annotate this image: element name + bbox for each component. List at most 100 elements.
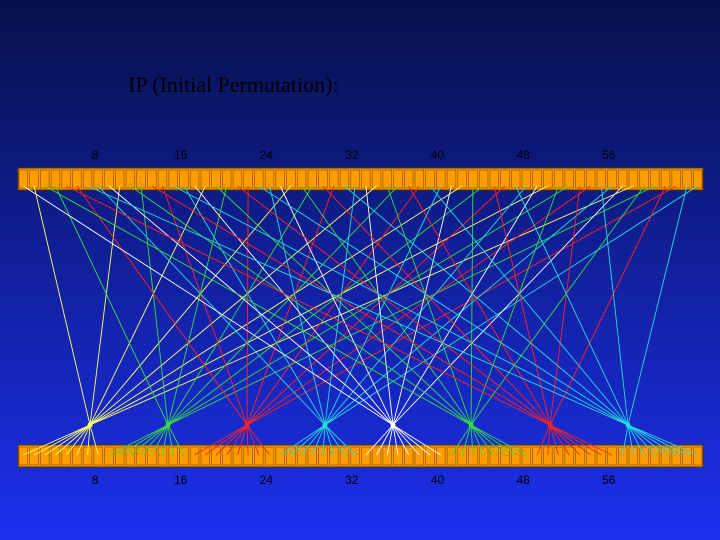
bit-cell <box>104 169 114 189</box>
wire <box>470 185 474 426</box>
wire <box>167 424 174 456</box>
bit-cell <box>446 446 457 466</box>
bit-cell <box>329 169 339 189</box>
wire <box>76 424 91 456</box>
wire <box>237 185 551 426</box>
bit-cell <box>425 446 435 466</box>
bit-cell <box>468 446 478 466</box>
wire <box>119 424 169 456</box>
wire <box>215 424 248 456</box>
bit-cell <box>61 446 71 466</box>
bit-cell <box>521 169 532 189</box>
bit-cell <box>318 446 328 466</box>
wire <box>627 185 688 426</box>
wire <box>392 424 399 456</box>
bit-cell <box>671 446 681 466</box>
wire <box>622 424 629 456</box>
wire <box>246 424 260 456</box>
bit-cell <box>286 169 296 189</box>
wire <box>246 185 420 426</box>
bit-cell <box>136 169 146 189</box>
wire <box>246 185 335 426</box>
top-bit-label: 8 <box>92 148 99 162</box>
bit-cell <box>275 446 285 466</box>
wire <box>627 424 666 456</box>
wire <box>258 185 629 426</box>
bit-cell <box>29 446 39 466</box>
wire <box>89 185 634 426</box>
bit-cell <box>93 446 103 466</box>
bit-cell <box>18 169 29 189</box>
bit-cell <box>200 446 210 466</box>
wire <box>140 424 169 456</box>
top-bit-label: 32 <box>345 148 359 162</box>
bit-cell <box>104 446 114 466</box>
wire-hub <box>165 422 171 428</box>
bit-cell <box>489 446 499 466</box>
bit-cell <box>296 169 307 189</box>
wire <box>246 185 677 426</box>
wire <box>140 185 169 426</box>
bit-cell <box>682 169 692 189</box>
wire <box>55 185 169 426</box>
bit-cell <box>414 446 425 466</box>
wire <box>549 185 581 426</box>
wire <box>392 424 420 456</box>
title: IP (Initial Permutation): <box>128 72 339 97</box>
wire <box>65 424 91 456</box>
wire <box>470 185 645 426</box>
wire <box>386 424 394 456</box>
bit-cell <box>200 169 210 189</box>
bit-cell <box>371 169 382 189</box>
register-bar <box>17 444 704 468</box>
wire <box>627 424 688 456</box>
wire <box>515 185 629 426</box>
bit-cell <box>350 446 360 466</box>
wire <box>167 185 228 426</box>
wire <box>324 185 356 426</box>
bit-cell <box>232 446 243 466</box>
bit-cell <box>618 169 628 189</box>
wire <box>470 424 474 456</box>
wire <box>392 185 624 426</box>
bit-cell <box>222 169 232 189</box>
bit-cell <box>72 446 82 466</box>
wire <box>627 424 645 456</box>
wire <box>470 424 516 456</box>
bit-cell <box>457 169 467 189</box>
bottom-bit-label: 32 <box>345 473 359 487</box>
wire-hub <box>390 422 396 428</box>
bit-cell <box>361 169 371 189</box>
bit-cell <box>136 446 146 466</box>
wire <box>470 424 527 456</box>
wire <box>87 185 629 426</box>
bit-cell <box>168 446 178 466</box>
bit-cell <box>254 169 264 189</box>
wire <box>167 185 313 426</box>
wire <box>301 424 326 456</box>
bit-cell <box>553 446 564 466</box>
bit-cell <box>650 446 660 466</box>
bit-cell <box>639 169 649 189</box>
bit-cell <box>457 446 467 466</box>
wire <box>627 424 698 456</box>
wire <box>55 424 91 456</box>
bit-cell <box>596 446 606 466</box>
wire <box>246 185 249 426</box>
wire <box>89 185 463 426</box>
wire <box>470 424 485 456</box>
wire <box>549 424 591 456</box>
wire <box>549 424 559 456</box>
wire <box>89 185 292 426</box>
bit-cell <box>275 169 285 189</box>
wire <box>301 185 472 426</box>
bit-cell <box>189 169 200 189</box>
wire <box>97 185 326 426</box>
bit-labels: 8 16 24 32 40 48 56 8 16 24 32 40 48 56 <box>92 148 616 487</box>
bit-cell <box>393 446 403 466</box>
bit-registers <box>17 167 704 468</box>
bottom-bit-label: 8 <box>92 473 99 487</box>
bit-cell <box>543 446 553 466</box>
wire <box>130 424 169 456</box>
